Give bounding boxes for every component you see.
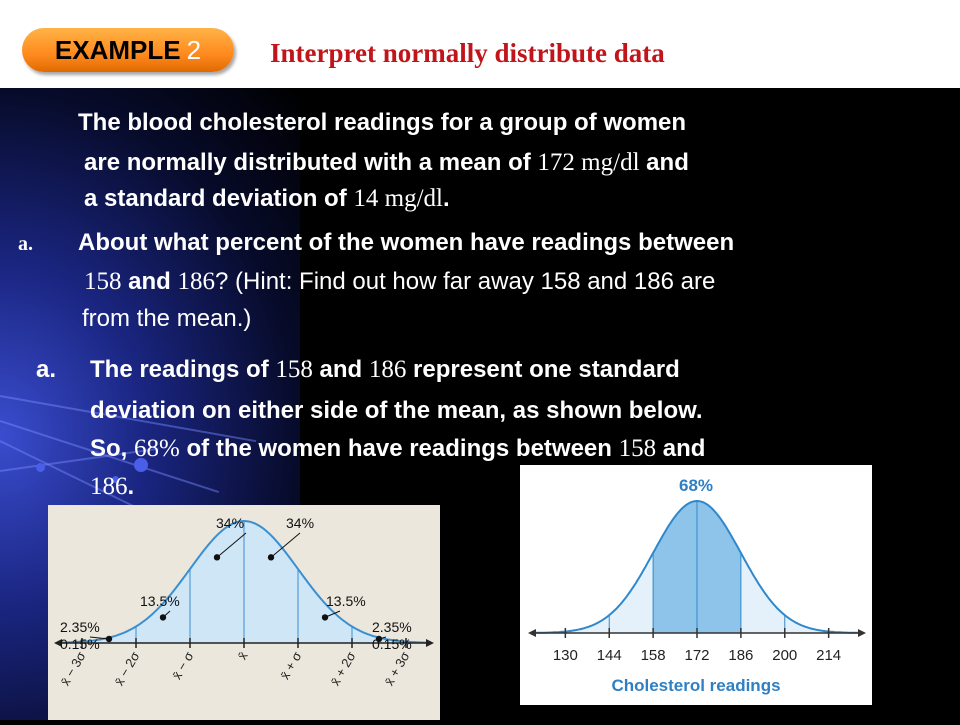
x-tick-label: 186 [728, 647, 753, 664]
answer-percent: 68% [134, 435, 180, 462]
answer-line-4: 186. [90, 468, 134, 505]
x-tick-label: 172 [684, 647, 709, 664]
answer-line-1: The readings of 158 and 186 represent on… [90, 351, 680, 388]
percent-label: 34% [216, 515, 244, 531]
percent-label: 0.15% [372, 636, 412, 652]
normal-curve [533, 499, 861, 634]
decorative-dot [36, 463, 45, 472]
x-ticks [564, 628, 830, 638]
sd-value: 14 mg/dl [353, 185, 443, 212]
problem-text: a standard deviation of [84, 185, 354, 212]
badge-word: EXAMPLE [54, 35, 181, 65]
x-tick-label: 158 [641, 647, 666, 664]
mean-value: 172 mg/dl [537, 149, 640, 176]
answer-label: a. [36, 356, 57, 383]
example-title: Interpret normally distribute data [270, 38, 665, 68]
label-leader-dot [213, 554, 221, 561]
question-line-3: from the mean.) [82, 305, 252, 332]
label-leader-dot [321, 614, 329, 621]
answer-text: The readings of [90, 356, 276, 383]
problem-text: and [639, 149, 689, 176]
axis-arrow-right [426, 639, 434, 647]
empirical-rule-figure: 34% 34% 13.5% 13.5% 2.35% 2.35% 0.15% 0.15% x̄ … [48, 505, 440, 720]
problem-line-2: are normally distributed with a mean of … [84, 144, 689, 181]
answer-value: 158 [618, 435, 657, 462]
percent-label: 13.5% [140, 593, 180, 609]
normal-curve [60, 519, 428, 644]
question-value: 158 [84, 268, 122, 295]
empirical-rule-chart: 34% 34%13.5% 13.5%2.35% 2.35%0.15% 0.15% x̄ … [48, 505, 440, 720]
hint-text: ? (Hint: Find out how far away 158 and 1… [215, 268, 716, 295]
percent-label: 2.35% [372, 619, 412, 635]
example-badge: EXAMPLE 2 [22, 28, 234, 72]
axis-arrow-left [54, 639, 62, 647]
answer-text: and [312, 356, 369, 383]
sd-dividers [564, 501, 830, 633]
x-axis-label: Cholesterol readings [611, 676, 780, 695]
question-label: a. [18, 224, 33, 263]
question-text: and [121, 268, 178, 295]
answer-value: 186 [368, 356, 407, 383]
answer-value: 186 [90, 473, 128, 500]
percent-labels: 34% 34%13.5% 13.5%2.35% 2.35%0.15% 0.15% [60, 515, 412, 652]
problem-line-1: The blood cholesterol readings for a gro… [78, 109, 687, 136]
problem-text: are normally distributed with a mean of [84, 149, 538, 176]
answer-text: represent one standard [406, 356, 680, 383]
x-tick-label: 200 [772, 647, 797, 664]
x-ticks [81, 638, 407, 648]
label-leader [216, 532, 247, 558]
label-leader-dot [159, 614, 167, 621]
label-leader-dot [375, 635, 383, 643]
label-leaders [89, 532, 387, 643]
label-leader-dot [105, 635, 113, 643]
answer-line-2: deviation on either side of the mean, as… [90, 397, 703, 424]
percent-label: 2.35% [60, 619, 100, 635]
question-line-2: 158 and 186? (Hint: Find out how far awa… [84, 263, 715, 300]
answer-text: . [127, 473, 135, 500]
question-letter: a. [18, 233, 33, 255]
decorative-dot [134, 458, 148, 472]
x-tick-label: 130 [553, 647, 578, 664]
decorative-dot [112, 476, 119, 483]
answer-text: of the women have readings between [179, 435, 619, 462]
percent-label: 13.5% [326, 593, 366, 609]
answer-text: and [656, 435, 706, 462]
question-line-1: About what percent of the women have rea… [78, 229, 735, 256]
axis-arrow-right [858, 629, 866, 637]
problem-text: . [442, 185, 450, 212]
answer-line-3: So, 68% of the women have readings betwe… [90, 430, 705, 467]
chart-title: 68% [679, 476, 713, 495]
slide-header: EXAMPLE 2 Interpret normally distribute d… [0, 0, 960, 88]
answer-value: 158 [275, 356, 313, 383]
question-value: 186 [177, 268, 216, 295]
label-leader-dot [267, 554, 275, 561]
percent-label: 34% [286, 515, 314, 531]
label-leader [270, 532, 301, 558]
x-tick-label: 144 [597, 647, 622, 664]
percent-label: 0.15% [60, 636, 100, 652]
problem-line-3: a standard deviation of 14 mg/dl. [84, 180, 450, 217]
x-tick-label: 214 [816, 647, 841, 664]
axis-arrow-left [528, 629, 536, 637]
badge-number: 2 [186, 35, 202, 65]
cholesterol-chart: 130 144 158 172 186 200 214 68% Cholesterol re… [520, 465, 872, 705]
x-tick-labels: 130 144 158 172 186 200 214 [553, 647, 841, 664]
cholesterol-figure: 130 144 158 172 186 200 214 68% Cholesterol re… [520, 465, 872, 705]
answer-text: So, [90, 435, 135, 462]
